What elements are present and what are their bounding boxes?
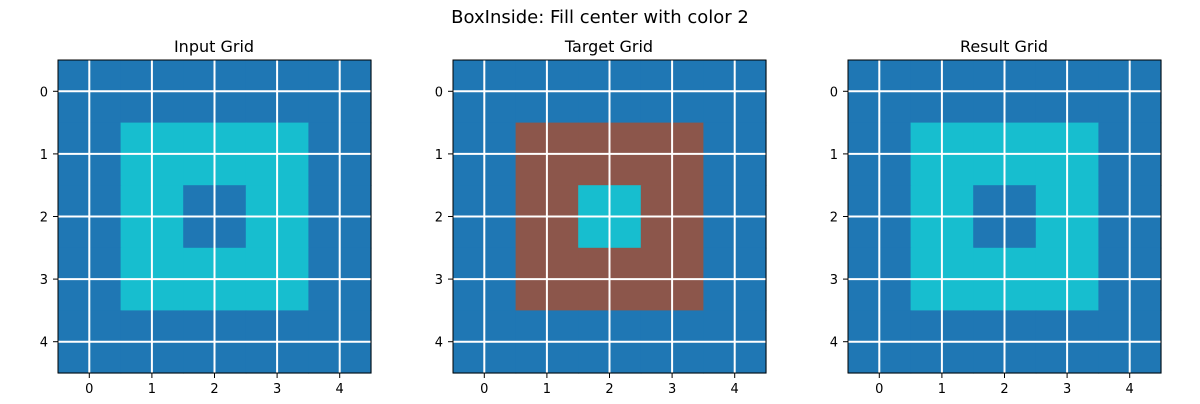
xtick-label-input-4: 4 bbox=[336, 382, 344, 397]
ytick-label-result-4: 4 bbox=[830, 336, 838, 351]
panel-title-target: Target Grid bbox=[564, 37, 653, 56]
xtick-label-target-3: 3 bbox=[668, 382, 676, 397]
ytick-label-result-3: 3 bbox=[830, 273, 838, 288]
ytick-label-input-4: 4 bbox=[40, 336, 48, 351]
ytick-label-result-0: 0 bbox=[830, 85, 838, 100]
panel-title-input: Input Grid bbox=[174, 37, 254, 56]
xtick-label-target-2: 2 bbox=[605, 382, 613, 397]
xtick-label-target-0: 0 bbox=[480, 382, 488, 397]
yticks-result: 0 1 2 3 4 bbox=[830, 85, 848, 351]
ytick-label-input-2: 2 bbox=[40, 211, 48, 226]
xtick-label-target-1: 1 bbox=[543, 382, 551, 397]
grid-target bbox=[453, 60, 766, 373]
panel-target: Target Grid 0 1 2 3 4 0 1 2 3 4 bbox=[435, 37, 767, 397]
panel-title-result: Result Grid bbox=[960, 37, 1048, 56]
ytick-label-result-2: 2 bbox=[830, 211, 838, 226]
ytick-label-input-3: 3 bbox=[40, 273, 48, 288]
xtick-label-result-2: 2 bbox=[1000, 382, 1008, 397]
xticks-input: 0 1 2 3 4 bbox=[85, 373, 344, 397]
panel-result: Result Grid 0 1 2 3 4 0 1 2 3 4 bbox=[830, 37, 1162, 397]
xtick-label-input-0: 0 bbox=[85, 382, 93, 397]
ytick-label-target-3: 3 bbox=[435, 273, 443, 288]
xtick-label-target-4: 4 bbox=[731, 382, 739, 397]
ytick-label-target-0: 0 bbox=[435, 85, 443, 100]
ytick-label-input-0: 0 bbox=[40, 85, 48, 100]
xtick-label-input-1: 1 bbox=[148, 382, 156, 397]
grid-input bbox=[58, 60, 371, 373]
ytick-label-target-4: 4 bbox=[435, 336, 443, 351]
ytick-label-target-1: 1 bbox=[435, 148, 443, 163]
yticks-target: 0 1 2 3 4 bbox=[435, 85, 453, 351]
xtick-label-result-3: 3 bbox=[1063, 382, 1071, 397]
panel-input: Input Grid 0 1 2 3 4 0 1 2 3 4 bbox=[40, 37, 372, 397]
xtick-label-result-4: 4 bbox=[1126, 382, 1134, 397]
grid-result bbox=[848, 60, 1161, 373]
ytick-label-result-1: 1 bbox=[830, 148, 838, 163]
yticks-input: 0 1 2 3 4 bbox=[40, 85, 58, 351]
ytick-label-input-1: 1 bbox=[40, 148, 48, 163]
xtick-label-result-1: 1 bbox=[938, 382, 946, 397]
xtick-label-input-3: 3 bbox=[273, 382, 281, 397]
xtick-label-result-0: 0 bbox=[875, 382, 883, 397]
ytick-label-target-2: 2 bbox=[435, 211, 443, 226]
figure-title: BoxInside: Fill center with color 2 bbox=[451, 7, 749, 28]
xticks-target: 0 1 2 3 4 bbox=[480, 373, 739, 397]
xticks-result: 0 1 2 3 4 bbox=[875, 373, 1134, 397]
xtick-label-input-2: 2 bbox=[210, 382, 218, 397]
